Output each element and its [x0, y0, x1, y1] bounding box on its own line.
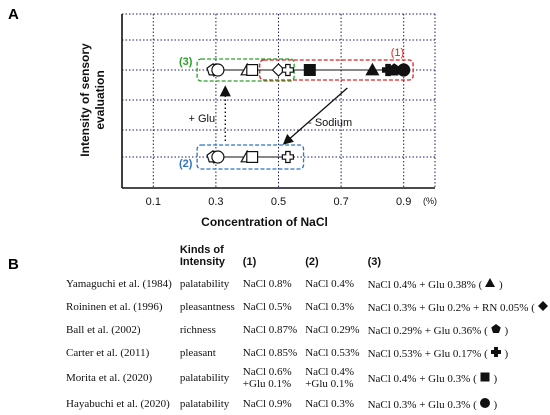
cell-condition-3: NaCl 0.3% + Glu 0.3% ( )	[364, 392, 550, 415]
summary-table: Kinds of Intensity (1) (2) (3) Yamaguchi…	[64, 244, 550, 415]
condition-3-text: NaCl 0.29% + Glu 0.36% (	[367, 324, 488, 337]
x-tick-label: 0.5	[271, 196, 286, 208]
header-col3: (3)	[367, 256, 382, 268]
cell-reference: Hayabuchi et al. (2020)	[66, 397, 170, 410]
square-icon	[479, 371, 491, 385]
sensory-concentration-chart: 0.1 0.3 0.5 0.7 0.9 (%) Concentration of NaCl I…	[78, 13, 437, 229]
cell-condition-2-line2: +Glu 0.1%	[305, 378, 354, 390]
cell-condition-1: NaCl 0.85%	[242, 346, 298, 359]
group2-point-circle	[211, 150, 225, 164]
diamond-icon	[537, 300, 549, 314]
table-row: Carter et al. (2011) pleasant NaCl 0.85% Na…	[64, 341, 550, 364]
y-axis-label: Intensity of sensoryevaluation	[78, 43, 107, 157]
pentagon-icon	[490, 323, 502, 337]
circle-icon	[479, 397, 491, 411]
cell-condition-1: NaCl 0.8%	[242, 277, 292, 290]
table-row: Ball et al. (2002) richness NaCl 0.87% NaCl…	[64, 318, 550, 341]
group1-label: (1)	[391, 47, 404, 59]
header-ref	[64, 244, 176, 272]
x-tick-label: 0.1	[146, 196, 161, 208]
group1-point-square	[303, 63, 316, 76]
panel-b-letter: B	[8, 256, 19, 273]
cell-condition-3: NaCl 0.4% + Glu 0.38% ( )	[364, 272, 550, 295]
x-axis-label: Concentration of NaCl	[201, 215, 328, 229]
group1-point-cross	[381, 63, 395, 77]
panel-a-letter: A	[8, 6, 19, 23]
condition-3-text: NaCl 0.3% + Glu 0.2% + RN 0.05% (	[367, 301, 535, 314]
cell-kind: palatability	[179, 277, 230, 290]
table-row: Roininen et al. (1996) pleasantness NaCl 0…	[64, 295, 550, 318]
cell-condition-2: NaCl 0.29%	[305, 323, 360, 336]
group3-point-cross	[281, 63, 294, 77]
cell-condition-2-line1: NaCl 0.4%	[305, 366, 355, 378]
cell-kind: richness	[179, 323, 216, 336]
group2-label: (2)	[179, 158, 193, 170]
x-tick-label: 0.9	[396, 196, 411, 208]
condition-3-text: NaCl 0.3% + Glu 0.3% (	[367, 398, 477, 411]
condition-3-text: NaCl 0.4% + Glu 0.3% (	[367, 373, 477, 385]
cell-condition-3: NaCl 0.29% + Glu 0.36% ( )	[364, 318, 550, 341]
cell-condition-2: NaCl 0.4%	[305, 277, 355, 290]
cell-reference: Ball et al. (2002)	[66, 323, 141, 336]
cell-condition-2: NaCl 0.53%	[305, 346, 360, 359]
condition-3-text: NaCl 0.4% + Glu 0.38% (	[367, 278, 483, 291]
x-tick-label: 0.7	[333, 196, 348, 208]
header-kind: Kinds of Intensity	[179, 244, 226, 268]
condition-3-close: )	[496, 278, 503, 291]
condition-3-close: )	[490, 398, 498, 411]
cell-reference: Yamaguchi et al. (1984)	[66, 277, 172, 290]
cell-condition-2: NaCl 0.4% +Glu 0.1%	[301, 364, 363, 392]
cell-reference: Roininen et al. (1996)	[66, 300, 163, 313]
cell-kind: palatability	[179, 397, 230, 410]
group2-box	[196, 144, 305, 170]
glu-label: + Glu	[189, 113, 216, 125]
cell-condition-2: NaCl 0.3%	[305, 300, 355, 313]
table-row: Yamaguchi et al. (1984) palatability NaCl …	[64, 272, 550, 295]
condition-3-close: )	[501, 347, 509, 360]
x-tick-label: 0.3	[208, 196, 223, 208]
sodium-arrow	[282, 87, 348, 145]
condition-3-close: )	[490, 373, 498, 385]
group1-point-circle	[397, 63, 411, 77]
cell-kind: pleasant	[179, 346, 216, 359]
header-col2: (2)	[305, 256, 319, 268]
table-row: Hayabuchi et al. (2020) palatability NaCl …	[64, 392, 550, 415]
cell-condition-1: NaCl 0.6% +Glu 0.1%	[239, 364, 301, 392]
cell-condition-1: NaCl 0.5%	[242, 300, 292, 313]
cell-reference: Morita et al. (2020)	[66, 372, 153, 384]
group1-point-triangle	[365, 62, 380, 76]
panel-a: A 0.1 0.3 0.5 0.7 0.9 (%) Concentration of NaC…	[8, 6, 437, 229]
group3-point-square	[246, 63, 259, 76]
cell-condition-1: NaCl 0.9%	[242, 397, 292, 410]
condition-3-text: NaCl 0.53% + Glu 0.17% (	[367, 347, 488, 360]
cell-reference: Carter et al. (2011)	[66, 346, 150, 359]
triangle-icon	[484, 277, 496, 291]
cell-condition-3: NaCl 0.53% + Glu 0.17% ( )	[364, 341, 550, 364]
condition-3-close: )	[501, 324, 509, 337]
header-col1: (1)	[242, 256, 257, 268]
table-header-row: Kinds of Intensity (1) (2) (3)	[64, 244, 550, 272]
cell-kind: pleasantness	[179, 300, 235, 313]
panel-b: B Kinds of Intensity (1) (2) (3) Yamaguc…	[0, 244, 550, 411]
table-body: Yamaguchi et al. (1984) palatability NaCl …	[64, 272, 550, 415]
group3-label: (3)	[179, 56, 193, 68]
table-row: Morita et al. (2020) palatability NaCl 0.6…	[64, 364, 550, 392]
cell-kind: palatability	[179, 372, 230, 384]
cell-condition-3: NaCl 0.4% + Glu 0.3% ( )	[364, 364, 550, 392]
cross-icon	[490, 346, 502, 360]
group2-point-square	[246, 151, 259, 164]
group2-point-cross	[281, 150, 294, 164]
group3-point-circle	[211, 63, 225, 77]
sodium-label: - Sodium	[308, 117, 352, 129]
cell-condition-3: NaCl 0.3% + Glu 0.2% + RN 0.05% ( )	[364, 295, 550, 318]
cell-condition-2: NaCl 0.3%	[305, 397, 355, 410]
cell-condition-1-line2: +Glu 0.1%	[242, 378, 292, 390]
cell-condition-1-line1: NaCl 0.6%	[242, 366, 292, 378]
x-unit-label: (%)	[423, 196, 437, 206]
cell-condition-1: NaCl 0.87%	[242, 323, 298, 336]
